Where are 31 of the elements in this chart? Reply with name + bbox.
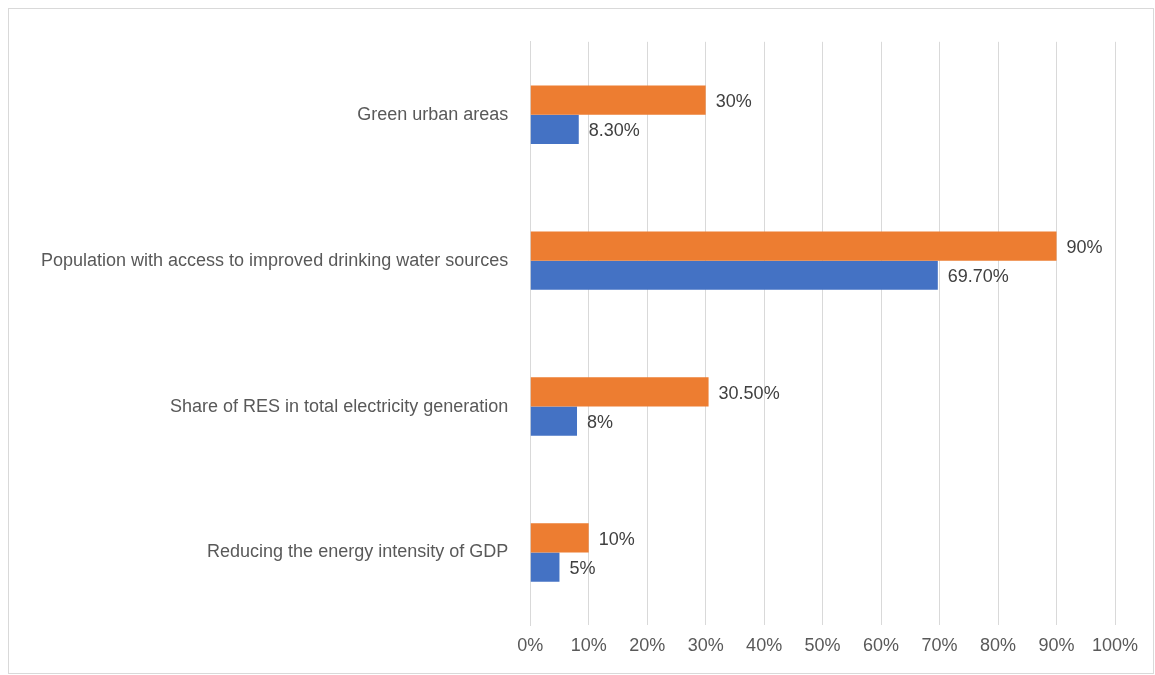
x-tick-label: 10% (570, 635, 607, 656)
bar (530, 377, 709, 407)
data-label: 69.70% (947, 266, 1009, 287)
x-tick-label: 20% (629, 635, 666, 656)
data-label: 10% (598, 528, 635, 549)
x-tick-label: 30% (687, 635, 724, 656)
bar (530, 231, 1057, 261)
y-tick-label: Green urban areas (357, 103, 509, 124)
data-label: 30% (715, 91, 752, 112)
bar (530, 406, 578, 436)
bar (530, 552, 560, 582)
y-tick-label: Share of RES in total electricity generation (170, 395, 509, 416)
data-label: 5% (569, 558, 596, 579)
data-label: 8.30% (588, 120, 640, 141)
y-tick-label: Reducing the energy intensity of GDP (207, 541, 509, 562)
bar (530, 523, 589, 553)
x-tick-label: 60% (863, 635, 900, 656)
bar (530, 85, 706, 115)
bar (530, 260, 938, 290)
x-tick-label: 50% (804, 635, 841, 656)
y-tick-label: Population with access to improved drinking water sources (40, 249, 509, 270)
x-tick-label: 90% (1038, 635, 1075, 656)
bar (530, 114, 579, 144)
data-label: 8% (587, 412, 614, 433)
x-tick-label: 70% (921, 635, 958, 656)
x-tick-label: 100% (1091, 635, 1139, 656)
x-tick-label: 80% (980, 635, 1017, 656)
data-label: 30.50% (718, 382, 780, 403)
data-label: 90% (1066, 237, 1103, 258)
x-tick-label: 0% (517, 635, 544, 656)
x-tick-label: 40% (746, 635, 783, 656)
